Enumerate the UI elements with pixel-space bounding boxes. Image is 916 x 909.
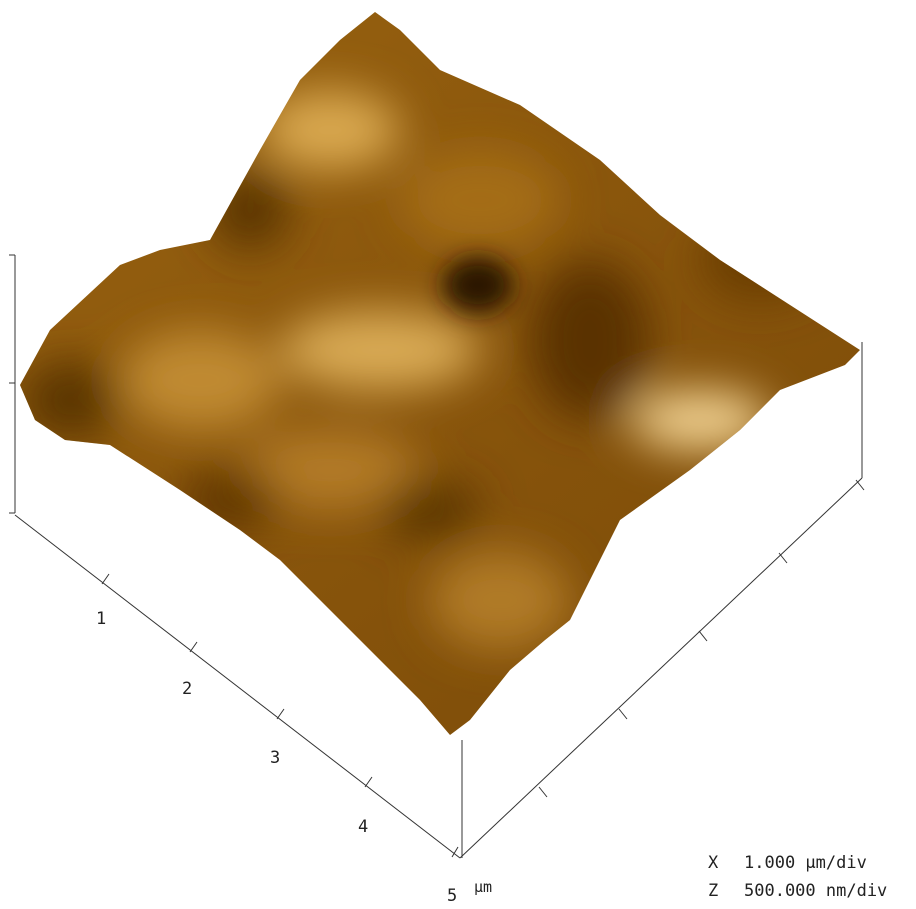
legend-scale: 500.000 nm/div — [744, 881, 887, 901]
x-tick-label: 4 — [358, 817, 368, 837]
legend-scale: 1.000 µm/div — [744, 853, 867, 873]
x-tick-label: 1 — [96, 609, 106, 629]
legend-axis: Z — [708, 881, 718, 901]
x-tick-label: 5 — [447, 886, 457, 906]
legend-axis: X — [708, 853, 719, 873]
x-unit: µm — [474, 878, 492, 896]
x-tick-label: 2 — [182, 679, 192, 699]
surface — [20, 12, 860, 735]
axes — [9, 254, 865, 859]
x-tick-label: 3 — [270, 748, 280, 768]
